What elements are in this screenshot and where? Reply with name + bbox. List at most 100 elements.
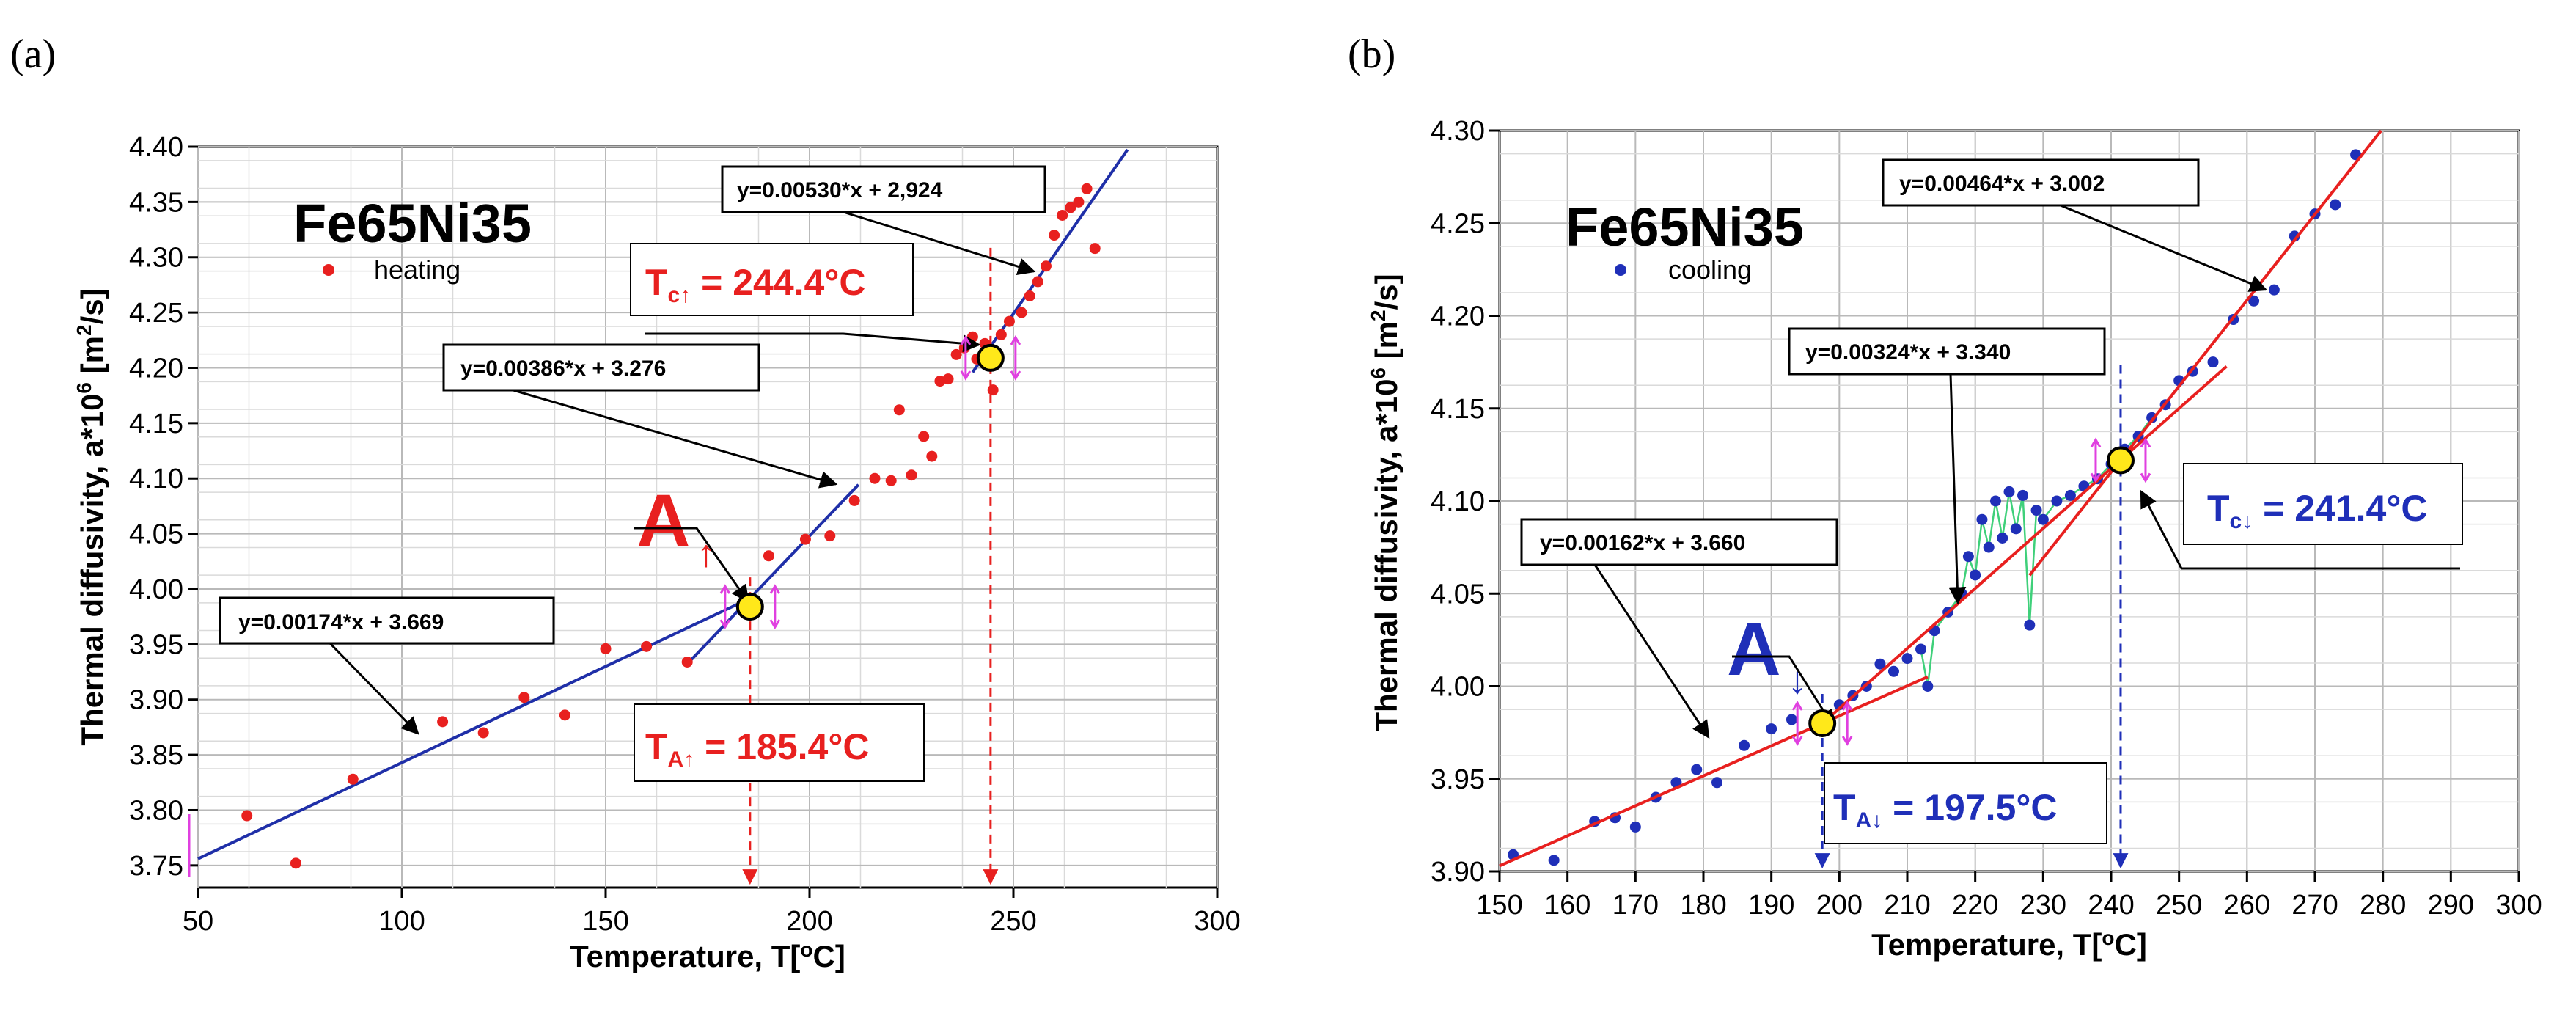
y-tick-label: 4.15 <box>1431 394 1485 425</box>
data-point <box>2010 523 2022 535</box>
fluctuation-line <box>2022 495 2031 626</box>
legend-label-a: heating <box>374 255 460 285</box>
tc-annotation-a: Tc↑ = 244.4°C <box>630 243 981 353</box>
data-point <box>1691 764 1703 775</box>
y-tick-label: 3.75 <box>129 851 183 882</box>
legend-marker-b <box>1615 264 1626 276</box>
y-tick-label: 4.30 <box>129 243 183 274</box>
legend-label-b: cooling <box>1668 255 1752 285</box>
x-tick-label: 200 <box>1816 890 1863 921</box>
x-tick-label: 260 <box>2224 890 2270 921</box>
data-point <box>1089 243 1101 255</box>
data-point <box>477 727 489 739</box>
svg-text:Tc↑ = 244.4°C: Tc↑ = 244.4°C <box>645 262 865 307</box>
fluctuation-line <box>1987 500 1997 548</box>
error-bar-cap <box>960 335 972 381</box>
data-point <box>1970 569 1981 581</box>
y-axis-title-b: Thermal diffusivity, a*106 [m2/s] <box>1367 274 1403 731</box>
ta-sub-a: A↑ <box>668 747 695 772</box>
data-point <box>1983 541 1995 553</box>
transition-arrow-a: ↑ <box>697 533 716 575</box>
transition-point-marker <box>2106 446 2135 475</box>
x-tick-label: 100 <box>378 906 425 937</box>
equation-box-a2: y=0.00386*x + 3.276 <box>442 343 838 489</box>
y-tick-label: 4.40 <box>129 132 183 163</box>
data-point <box>1057 209 1068 221</box>
y-tick-label: 3.90 <box>129 685 183 716</box>
fit-line <box>1499 675 1929 868</box>
error-bar-cap <box>769 584 781 630</box>
data-point <box>906 469 917 481</box>
fluctuation-line <box>1995 500 2003 538</box>
fluctuation-line <box>1926 630 1936 687</box>
y-tick-label: 4.00 <box>1431 672 1485 703</box>
x-tick-label: 300 <box>2495 890 2542 921</box>
y-tick-label: 3.90 <box>1431 857 1485 888</box>
y-tick-label: 4.25 <box>1431 208 1485 239</box>
x-tick-label: 50 <box>183 906 213 937</box>
data-point <box>2064 489 2076 501</box>
chart-title-b: Fe65Ni35 <box>1566 197 1804 257</box>
y-axis-title-a: Thermal diffusivity, a*106 [m2/s] <box>73 288 109 745</box>
error-bar-cap <box>1010 335 1021 381</box>
equation-box-a3: y=0.00530*x + 2,924 <box>721 165 1046 276</box>
tc-sub-b: c↓ <box>2230 509 2253 533</box>
x-tick-label: 200 <box>786 906 832 937</box>
tc-unit-b: °C <box>2386 488 2427 529</box>
y-tick-label: 4.30 <box>1431 116 1485 147</box>
data-point <box>2330 199 2341 211</box>
data-point <box>1976 513 1988 525</box>
ta-value-b: = 197.5 <box>1882 787 2016 828</box>
data-point <box>2248 295 2260 307</box>
data-point <box>987 384 999 396</box>
ta-value-a: = 185.4 <box>694 726 828 767</box>
data-point <box>918 431 930 442</box>
data-point <box>290 857 301 869</box>
data-point <box>1065 202 1076 213</box>
x-axis-title-a: Temperature, T[oC] <box>570 938 845 973</box>
error-bar-cap <box>719 584 731 630</box>
fluctuation-line <box>2015 495 2024 530</box>
equation-label-a3: y=0.00530*x + 2,924 <box>737 178 943 202</box>
ta-annotation-b: TA↓ = 197.5°C <box>1824 762 2107 844</box>
data-point <box>518 692 530 703</box>
ticks-b: 150 160 170 180 190 200 210 220 230 240 250 260 270 2… <box>1431 116 2542 921</box>
data-point <box>869 472 881 484</box>
fit-line <box>690 483 860 661</box>
data-point <box>1629 821 1641 833</box>
transition-markers-a <box>188 335 1021 877</box>
data-point <box>2051 495 2063 507</box>
data-point <box>848 494 860 506</box>
data-point <box>559 709 570 721</box>
transition-letter-a: A <box>636 479 691 563</box>
fit-line <box>197 597 749 860</box>
y-tick-label: 4.20 <box>1431 301 1485 332</box>
y-tick-label: 4.10 <box>1431 486 1485 517</box>
data-point <box>600 643 612 654</box>
data-point <box>1874 658 1886 670</box>
ticks-a: 50 100 150 200 250 300 3.75 3.80 3.85 3.90 3.95 4.0… <box>129 132 1241 937</box>
data-point <box>1049 230 1060 241</box>
transition-point-marker <box>735 593 764 621</box>
y-tick-label: 3.80 <box>129 795 183 826</box>
y-tick-label: 3.95 <box>129 629 183 660</box>
x-tick-label: 150 <box>582 906 628 937</box>
tc-main-a: T <box>645 262 668 303</box>
chart-title-a: Fe65Ni35 <box>293 193 532 254</box>
data-point <box>1887 665 1899 677</box>
y-tick-label: 4.05 <box>129 519 183 550</box>
x-tick-label: 290 <box>2428 890 2474 921</box>
guides-b <box>1814 365 2129 869</box>
data-point <box>2024 619 2036 631</box>
data-point <box>241 810 253 822</box>
fluctuation-line <box>1920 648 1929 687</box>
fluctuation-line <box>2028 510 2038 626</box>
x-tick-label: 270 <box>2291 890 2338 921</box>
x-tick-label: 300 <box>1194 906 1240 937</box>
equation-box-b2: y=0.00324*x + 3.340 <box>1788 327 2106 605</box>
error-bar-cap <box>1791 701 1803 746</box>
data-point <box>1915 643 1927 655</box>
x-tick-label: 170 <box>1612 890 1659 921</box>
transition-markers-b <box>1791 437 2151 746</box>
